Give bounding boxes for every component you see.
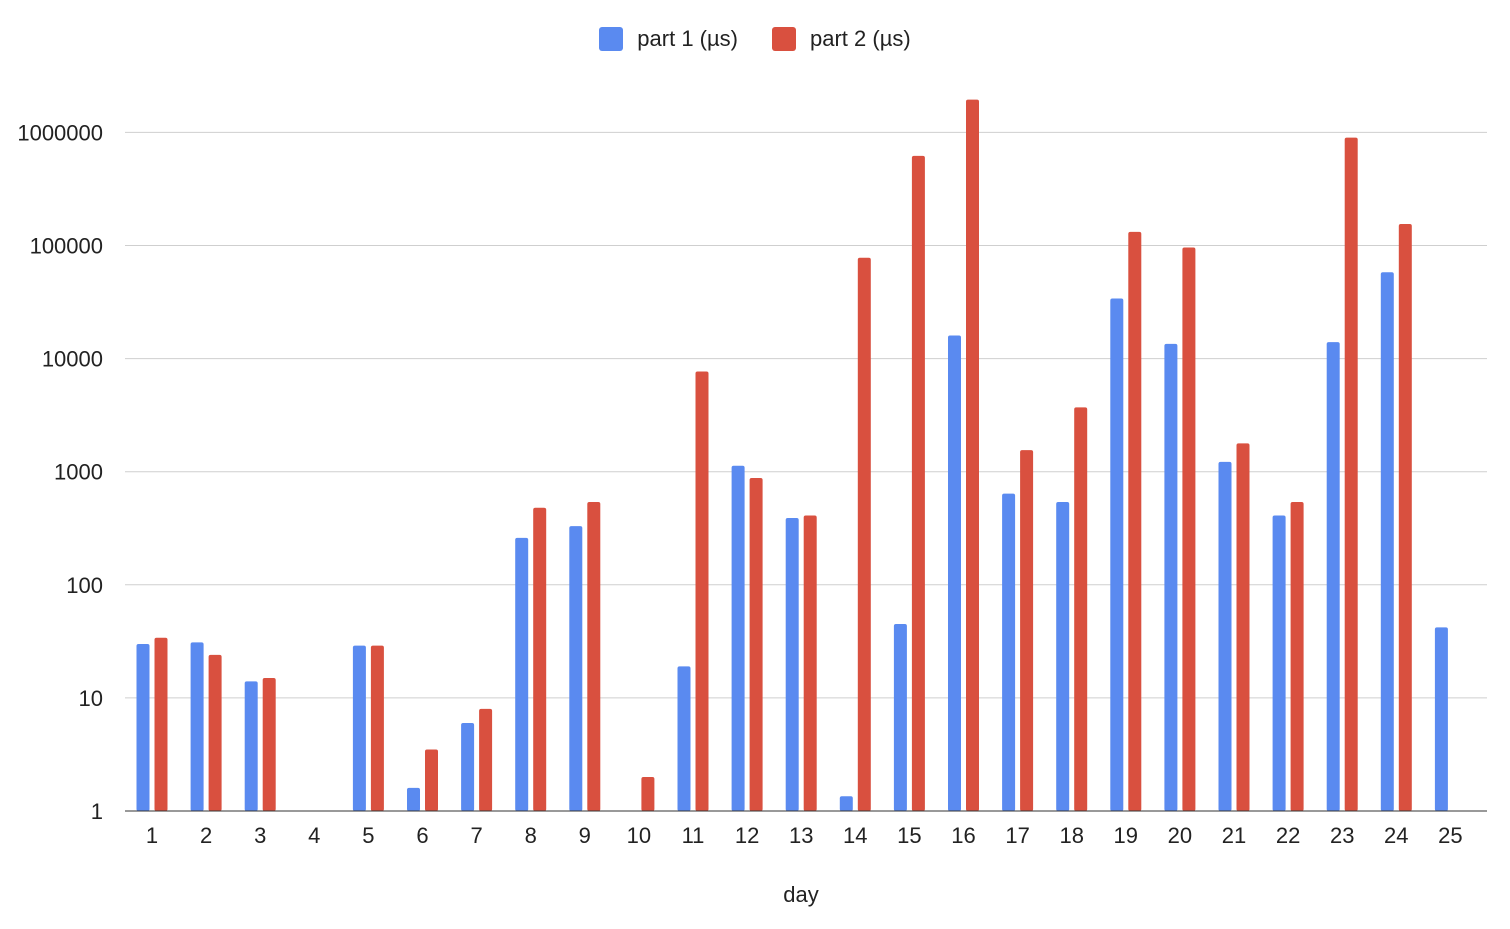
x-tick-label: 6 [416, 823, 428, 848]
bar-part-1-day-21[interactable] [1218, 461, 1232, 811]
x-tick-label: 14 [843, 823, 867, 848]
x-tick-label: 1 [146, 823, 158, 848]
bar-part-2-day-15[interactable] [911, 155, 925, 811]
y-tick-label: 10 [79, 686, 103, 711]
bars [136, 99, 1448, 811]
bar-part-2-day-22[interactable] [1290, 501, 1304, 811]
x-tick-label: 23 [1330, 823, 1354, 848]
x-tick-label: 3 [254, 823, 266, 848]
bar-part-2-day-9[interactable] [587, 501, 601, 811]
y-tick-label: 10000 [42, 347, 103, 372]
bar-part-1-day-18[interactable] [1056, 501, 1070, 811]
bar-part-1-day-8[interactable] [515, 537, 529, 811]
bar-part-1-day-24[interactable] [1380, 272, 1394, 811]
bar-part-1-day-5[interactable] [352, 645, 366, 811]
y-axis-tick-labels: 1 10 100 1000 10000 100000 1000000 [17, 120, 103, 824]
bar-part-2-day-19[interactable] [1128, 231, 1142, 811]
legend-item-part-1[interactable]: part 1 (µs) [599, 26, 738, 52]
bar-part-2-day-14[interactable] [857, 257, 871, 811]
bar-part-2-day-20[interactable] [1182, 247, 1196, 811]
bar-part-1-day-7[interactable] [461, 722, 475, 811]
y-tick-label: 1000000 [17, 120, 103, 145]
bar-part-2-day-2[interactable] [208, 654, 222, 811]
bar-part-2-day-24[interactable] [1398, 223, 1412, 811]
x-tick-label: 18 [1059, 823, 1083, 848]
bar-part-1-day-16[interactable] [948, 335, 961, 811]
legend-swatch-part-2 [772, 27, 796, 51]
bar-part-1-day-9[interactable] [569, 526, 583, 811]
x-tick-label: 5 [362, 823, 374, 848]
bar-part-2-day-3[interactable] [262, 677, 276, 811]
bar-part-1-day-2[interactable] [190, 642, 204, 811]
bar-part-1-day-25[interactable] [1434, 627, 1448, 811]
x-tick-label: 8 [525, 823, 537, 848]
legend-label-part-1: part 1 (µs) [637, 26, 738, 51]
bar-part-2-day-8[interactable] [533, 507, 547, 811]
bar-part-2-day-21[interactable] [1236, 443, 1250, 811]
bar-part-2-day-16[interactable] [966, 99, 979, 811]
bar-part-2-day-7[interactable] [479, 708, 493, 811]
bar-part-1-day-12[interactable] [731, 465, 745, 811]
bar-part-1-day-19[interactable] [1110, 298, 1124, 811]
bar-part-1-day-23[interactable] [1326, 342, 1340, 811]
x-tick-label: 20 [1168, 823, 1192, 848]
x-axis-tick-labels: 1 2 3 4 5 6 7 8 9 10 11 12 13 14 15 16 17 18 19 20 21 22 23 24 2… [146, 823, 1463, 848]
bar-part-2-day-13[interactable] [803, 515, 817, 811]
x-tick-label: 25 [1438, 823, 1462, 848]
bar-part-1-day-15[interactable] [893, 624, 907, 811]
legend-label-part-2: part 2 (µs) [810, 26, 911, 51]
bar-part-1-day-22[interactable] [1272, 515, 1286, 811]
x-tick-label: 12 [735, 823, 759, 848]
legend: part 1 (µs) part 2 (µs) [0, 26, 1510, 52]
bar-part-2-day-5[interactable] [370, 645, 384, 811]
bar-part-2-day-10[interactable] [641, 776, 655, 811]
bar-part-2-day-12[interactable] [749, 477, 763, 811]
bar-part-2-day-1[interactable] [154, 637, 168, 811]
x-tick-label: 13 [789, 823, 813, 848]
y-tick-label: 1 [91, 799, 103, 824]
x-tick-label: 24 [1384, 823, 1408, 848]
x-tick-label: 7 [470, 823, 482, 848]
bar-part-2-day-17[interactable] [1020, 450, 1034, 811]
x-tick-label: 19 [1114, 823, 1138, 848]
x-tick-label: 10 [627, 823, 651, 848]
x-tick-label: 22 [1276, 823, 1300, 848]
bar-part-1-day-20[interactable] [1164, 343, 1178, 811]
x-tick-label: 4 [308, 823, 320, 848]
x-axis-title: day [783, 882, 818, 907]
legend-swatch-part-1 [599, 27, 624, 51]
bar-part-2-day-18[interactable] [1074, 407, 1088, 811]
legend-item-part-2[interactable]: part 2 (µs) [772, 26, 911, 52]
x-tick-label: 17 [1005, 823, 1029, 848]
x-tick-label: 15 [897, 823, 921, 848]
bar-part-1-day-13[interactable] [785, 517, 799, 811]
bar-part-2-day-23[interactable] [1344, 137, 1358, 811]
bar-part-1-day-6[interactable] [407, 787, 420, 811]
y-tick-label: 1000 [54, 460, 103, 485]
bar-part-2-day-11[interactable] [695, 371, 709, 811]
y-tick-label: 100 [66, 573, 103, 598]
bar-part-1-day-1[interactable] [136, 643, 150, 811]
bar-part-1-day-17[interactable] [1002, 493, 1016, 811]
bar-part-2-day-6[interactable] [425, 749, 438, 811]
x-tick-label: 9 [579, 823, 591, 848]
y-tick-label: 100000 [30, 234, 103, 259]
x-tick-label: 11 [682, 823, 705, 848]
bar-part-1-day-14[interactable] [839, 796, 853, 811]
bar-part-1-day-3[interactable] [244, 681, 258, 811]
x-tick-label: 2 [200, 823, 212, 848]
x-tick-label: 16 [951, 823, 975, 848]
x-tick-label: 21 [1222, 823, 1246, 848]
bar-part-1-day-11[interactable] [677, 666, 691, 811]
